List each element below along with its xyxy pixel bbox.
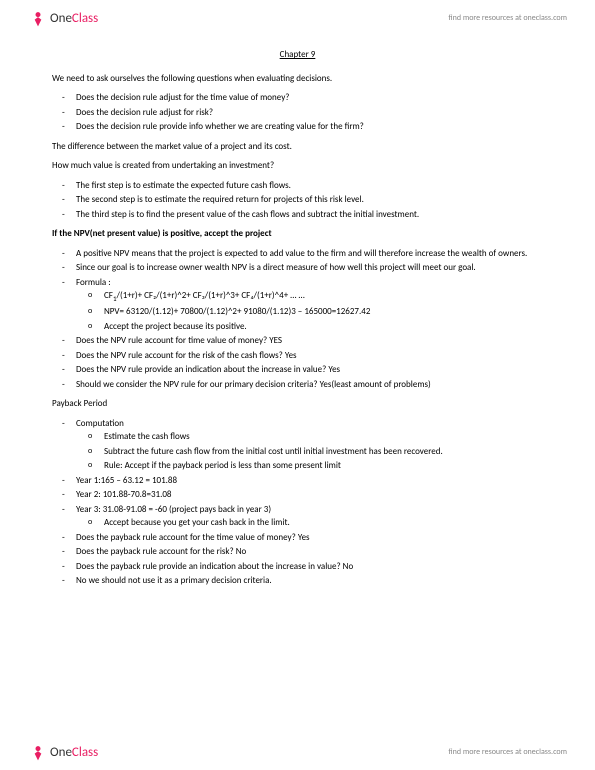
- diff-text: The difference between the market value …: [52, 140, 543, 154]
- list-item: Accept the project because its positive.: [104, 320, 543, 334]
- list-item: Year 2: 101.88-70.8=31.08: [76, 488, 543, 502]
- logo-text: OneClass: [50, 11, 98, 26]
- list-item: Does the NPV rule account for time value…: [76, 334, 543, 348]
- chapter-title: Chapter 9: [52, 48, 543, 62]
- list-item: A positive NPV means that the project is…: [76, 247, 543, 261]
- list-item: Does the payback rule account for the ri…: [76, 545, 543, 559]
- list-item: Accept because you get your cash back in…: [104, 516, 543, 530]
- list-item: The third step is to find the present va…: [76, 208, 543, 222]
- header-link[interactable]: find more resources at oneclass.com: [448, 13, 567, 23]
- logo-icon: [28, 8, 48, 28]
- list-item: Since our goal is to increase owner weal…: [76, 261, 543, 275]
- list-item: Should we consider the NPV rule for our …: [76, 378, 543, 392]
- footer-logo: OneClass: [28, 742, 98, 762]
- computation-list: Estimate the cash flows Subtract the fut…: [76, 430, 543, 473]
- list-item: Does the payback rule account for the ti…: [76, 531, 543, 545]
- year3-sublist: Accept because you get your cash back in…: [76, 516, 543, 530]
- list-item: Year 3: 31.08-91.08 = -60 (project pays …: [76, 503, 543, 530]
- list-item: Does the decision rule adjust for the ti…: [76, 91, 543, 105]
- list-item: Year 1:165 – 63.12 = 101.88: [76, 474, 543, 488]
- logo-one: One: [50, 11, 72, 26]
- logo-class: Class: [72, 745, 98, 760]
- footer-link[interactable]: find more resources at oneclass.com: [448, 747, 567, 757]
- formula-cf: CF: [104, 290, 113, 301]
- list-item: The second step is to estimate the requi…: [76, 193, 543, 207]
- list-item: Does the payback rule provide an indicat…: [76, 560, 543, 574]
- payback-heading: Payback Period: [52, 397, 543, 411]
- logo-icon: [28, 742, 48, 762]
- list-item: The first step is to estimate the expect…: [76, 179, 543, 193]
- list-item: Rule: Accept if the payback period is le…: [104, 459, 543, 473]
- list-item: Subtract the future cash flow from the i…: [104, 445, 543, 459]
- list-item: NPV= 63120/(1.12)+ 70800/(1.12)^2+ 91080…: [104, 305, 543, 319]
- list-item: Does the NPV rule provide an indication …: [76, 363, 543, 377]
- logo: OneClass: [28, 8, 98, 28]
- list-item: Does the decision rule adjust for risk?: [76, 106, 543, 120]
- intro-text: We need to ask ourselves the following q…: [52, 72, 543, 86]
- list-item: Does the NPV rule account for the risk o…: [76, 349, 543, 363]
- list-item: Does the decision rule provide info whet…: [76, 120, 543, 134]
- payback-list: Computation Estimate the cash flows Subt…: [52, 417, 543, 588]
- formula-list: CF1/(1+r)+ CF₂/(1+r)^2+ CF₃/(1+r)^3+ CF₄…: [76, 289, 543, 333]
- logo-class: Class: [72, 11, 98, 26]
- logo-one: One: [50, 745, 72, 760]
- header: OneClass find more resources at oneclass…: [0, 0, 595, 36]
- year3-text: Year 3: 31.08-91.08 = -60 (project pays …: [76, 504, 271, 515]
- formula-rest: /(1+r)+ CF₂/(1+r)^2+ CF₃/(1+r)^3+ CF₄/(1…: [117, 290, 305, 301]
- npv-rule: If the NPV(net present value) is positiv…: [52, 227, 543, 241]
- npv-list: A positive NPV means that the project is…: [52, 247, 543, 392]
- list-item: No we should not use it as a primary dec…: [76, 574, 543, 588]
- list-item: Computation Estimate the cash flows Subt…: [76, 417, 543, 473]
- steps-list: The first step is to estimate the expect…: [52, 179, 543, 222]
- footer-logo-text: OneClass: [50, 745, 98, 760]
- computation-label: Computation: [76, 418, 124, 429]
- howmuch-text: How much value is created from undertaki…: [52, 159, 543, 173]
- list-item: CF1/(1+r)+ CF₂/(1+r)^2+ CF₃/(1+r)^3+ CF₄…: [104, 289, 543, 304]
- questions-list: Does the decision rule adjust for the ti…: [52, 91, 543, 134]
- list-item: Formula : CF1/(1+r)+ CF₂/(1+r)^2+ CF₃/(1…: [76, 276, 543, 334]
- footer: OneClass find more resources at oneclass…: [0, 734, 595, 770]
- list-item: Estimate the cash flows: [104, 430, 543, 444]
- document-content: Chapter 9 We need to ask ourselves the f…: [0, 36, 595, 588]
- formula-label: Formula :: [76, 277, 111, 288]
